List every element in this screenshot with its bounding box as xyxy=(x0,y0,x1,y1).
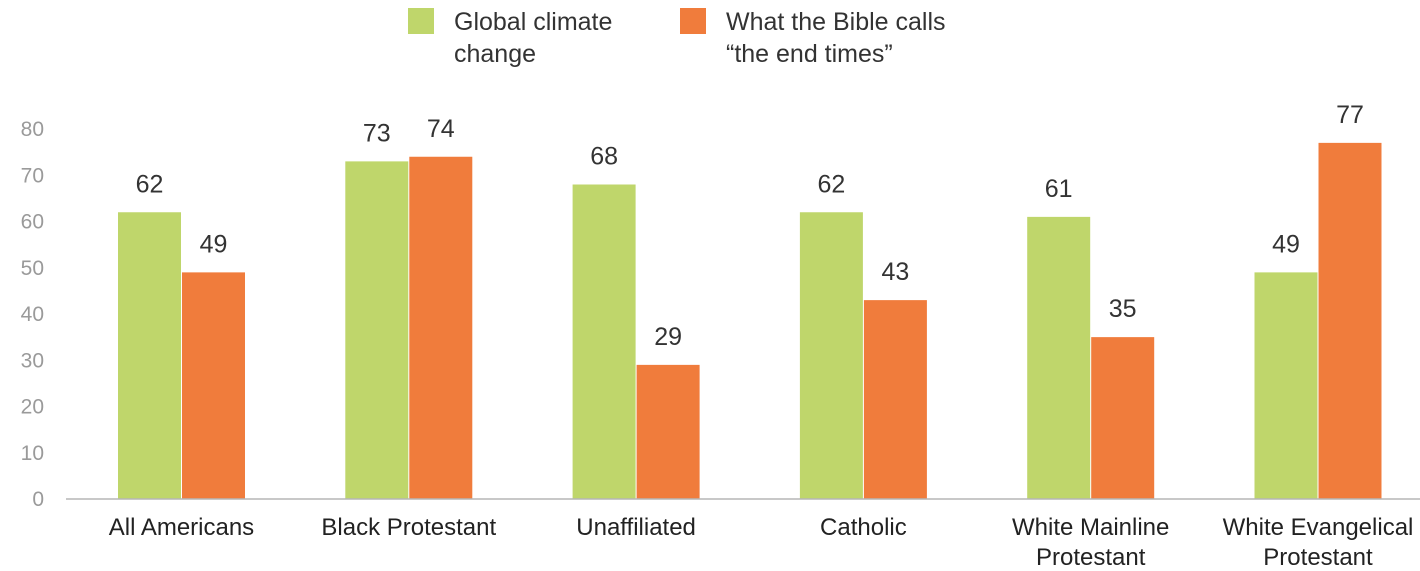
category-label-4-line-0: White Mainline xyxy=(1012,514,1169,541)
y-tick-label-60: 60 xyxy=(21,211,44,234)
bar-5-series-1 xyxy=(1318,142,1382,499)
value-label-0-series-1: 49 xyxy=(200,230,228,258)
value-label-1-series-0: 73 xyxy=(363,119,391,147)
legend-label-1-line-1: “the end times” xyxy=(726,40,893,68)
legend-swatch-0 xyxy=(408,8,434,34)
y-axis: 0 10 20 30 40 50 60 70 80 xyxy=(21,118,44,511)
x-axis: All Americans Black Protestant Unaffiliate… xyxy=(66,498,1420,571)
bar-0-series-1 xyxy=(182,272,245,499)
category-label-5-line-1: Protestant xyxy=(1263,544,1373,571)
legend-swatch-1 xyxy=(680,8,706,34)
value-label-3-series-1: 43 xyxy=(881,258,909,286)
bar-1-series-1 xyxy=(409,156,473,499)
value-label-3-series-0: 62 xyxy=(817,170,845,198)
bar-2-series-0 xyxy=(572,184,636,499)
bar-5-series-0 xyxy=(1254,272,1318,499)
bar-2-series-1 xyxy=(636,364,700,499)
y-tick-label-0: 0 xyxy=(32,488,44,511)
value-label-4-series-0: 61 xyxy=(1045,175,1073,203)
value-label-1-series-1: 74 xyxy=(427,115,455,143)
y-tick-label-30: 30 xyxy=(21,349,44,372)
bar-3-series-0 xyxy=(799,212,863,499)
bar-0-series-0 xyxy=(118,212,181,499)
y-tick-label-70: 70 xyxy=(21,164,44,187)
legend-label-0-line-1: change xyxy=(454,40,536,68)
y-tick-label-40: 40 xyxy=(21,303,44,326)
y-tick-label-20: 20 xyxy=(21,396,44,419)
y-tick-label-10: 10 xyxy=(21,442,44,465)
bar-4-series-0 xyxy=(1027,216,1091,499)
value-label-4-series-1: 35 xyxy=(1109,295,1137,323)
category-label-1-line-0: Black Protestant xyxy=(321,514,496,541)
y-tick-label-50: 50 xyxy=(21,257,44,280)
category-label-4-line-1: Protestant xyxy=(1036,544,1146,571)
category-label-2-line-0: Unaffiliated xyxy=(576,514,696,541)
value-label-2-series-1: 29 xyxy=(654,323,682,351)
category-label-3-line-0: Catholic xyxy=(820,514,907,541)
category-label-0-line-0: All Americans xyxy=(109,514,254,541)
bar-1-series-0 xyxy=(345,161,409,499)
value-labels: 62 49 73 74 68 29 62 43 61 35 49 77 xyxy=(136,101,1364,351)
bars xyxy=(118,142,1382,499)
value-label-0-series-0: 62 xyxy=(136,170,164,198)
legend: Global climate change What the Bible calls… xyxy=(408,8,946,68)
bar-3-series-1 xyxy=(863,300,927,499)
legend-label-1-line-0: What the Bible calls xyxy=(726,8,946,36)
value-label-2-series-0: 68 xyxy=(590,143,618,171)
bar-4-series-1 xyxy=(1091,337,1155,499)
category-label-5-line-0: White Evangelical xyxy=(1223,514,1414,541)
value-label-5-series-0: 49 xyxy=(1272,230,1300,258)
y-tick-label-80: 80 xyxy=(21,118,44,141)
value-label-5-series-1: 77 xyxy=(1336,101,1364,129)
legend-label-0-line-0: Global climate xyxy=(454,8,612,36)
